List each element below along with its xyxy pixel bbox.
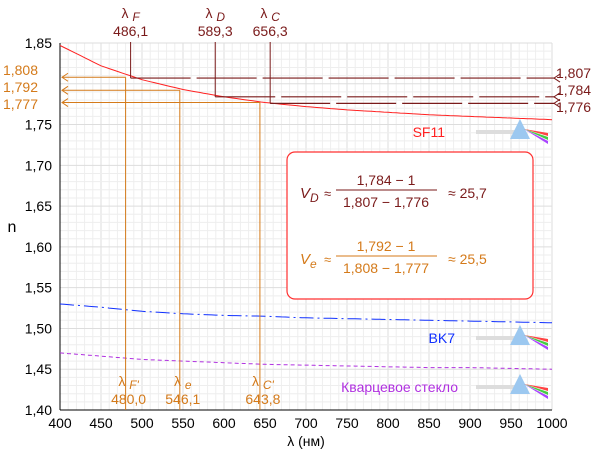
lambda-value-F: 486,1 — [113, 23, 148, 39]
lambda-value-C': 643,8 — [245, 391, 280, 407]
legend-label: Кварцевое стекло — [341, 379, 458, 395]
y-tick-label: 1,70 — [25, 157, 52, 173]
arrow-icon — [61, 85, 69, 95]
lambda-label-e: λ e — [174, 373, 192, 392]
index-label-F': 1,808 — [3, 62, 38, 78]
index-label-e: 1,792 — [3, 79, 38, 95]
spectrum-icon — [524, 335, 548, 350]
arrow-icon — [553, 92, 561, 102]
prism-icon — [510, 119, 530, 139]
spectrum-icon — [524, 384, 548, 391]
spectrum-icon — [524, 129, 548, 140]
lambda-label-F: λ F — [121, 5, 140, 24]
x-tick-label: 600 — [212, 415, 236, 431]
prism-icon — [510, 325, 530, 345]
lambda-label-C: λ C — [260, 5, 280, 24]
series-line-sf11 — [59, 44, 553, 121]
index-label-C: 1,776 — [556, 99, 591, 115]
spectrum-icon — [524, 335, 548, 342]
y-tick-label: 1,60 — [25, 239, 52, 255]
x-tick-label: 650 — [253, 415, 277, 431]
y-tick-label: 1,45 — [25, 361, 52, 377]
x-axis-label: λ (нм) — [287, 433, 325, 449]
y-tick-label: 1,75 — [25, 117, 52, 133]
lambda-label-D: λ D — [205, 5, 225, 24]
lambda-value-F': 480,0 — [111, 391, 146, 407]
x-tick-label: 550 — [171, 415, 195, 431]
numerator-ve: 1,792 − 1 — [357, 238, 416, 254]
formula-box — [286, 151, 534, 300]
x-tick-label: 800 — [376, 415, 400, 431]
x-tick-label: 850 — [417, 415, 441, 431]
x-tick-label: 450 — [89, 415, 113, 431]
numerator-vd: 1,784 − 1 — [357, 172, 416, 188]
arrow-icon — [553, 73, 561, 83]
denominator-ve: 1,808 − 1,777 — [343, 260, 429, 276]
lambda-label-F': λ F' — [118, 373, 139, 392]
x-tick-label: 900 — [458, 415, 482, 431]
arrow-icon — [61, 98, 69, 107]
spectrum-icon — [524, 129, 548, 144]
x-tick-label: 750 — [335, 415, 359, 431]
index-label-D: 1,784 — [556, 82, 591, 98]
index-label-C': 1,777 — [3, 96, 38, 112]
y-tick-label: 1,85 — [25, 35, 52, 51]
lambda-value-D: 589,3 — [198, 23, 233, 39]
y-tick-label: 1,50 — [25, 320, 52, 336]
y-axis-label: n — [8, 219, 17, 236]
prism-icon — [510, 374, 530, 394]
approx-sign: ≈ — [324, 186, 331, 201]
light-beam-icon — [476, 336, 516, 340]
y-tick-label: 1,65 — [25, 198, 52, 214]
spectrum-icon — [524, 335, 548, 346]
y-tick-label: 1,40 — [25, 402, 52, 418]
x-tick-label: 400 — [48, 415, 72, 431]
x-tick-label: 700 — [294, 415, 318, 431]
spectrum-icon — [524, 129, 548, 136]
lambda-value-e: 546,1 — [165, 391, 200, 407]
series-line-bk7 — [59, 303, 552, 324]
series-line-кварцевое-стекло — [59, 352, 553, 370]
arrow-icon — [61, 72, 69, 82]
spectrum-icon — [524, 384, 548, 399]
lambda-label-C': λ C' — [252, 373, 275, 392]
legend-label: BK7 — [429, 330, 456, 346]
light-beam-icon — [476, 385, 516, 389]
arrow-icon — [553, 98, 561, 108]
x-tick-label: 950 — [499, 415, 523, 431]
result-vd: ≈ 25,7 — [448, 185, 487, 201]
x-tick-label: 1000 — [536, 415, 567, 431]
x-tick-label: 500 — [130, 415, 154, 431]
light-beam-icon — [476, 130, 516, 134]
spectrum-icon — [524, 384, 548, 395]
legend-label: SF11 — [413, 124, 446, 140]
result-ve: ≈ 25,5 — [448, 251, 487, 267]
y-tick-label: 1,55 — [25, 280, 52, 296]
denominator-vd: 1,807 − 1,776 — [343, 194, 429, 210]
approx-sign: ≈ — [324, 252, 331, 267]
lambda-value-C: 656,3 — [253, 23, 288, 39]
index-label-F: 1,807 — [556, 65, 591, 81]
